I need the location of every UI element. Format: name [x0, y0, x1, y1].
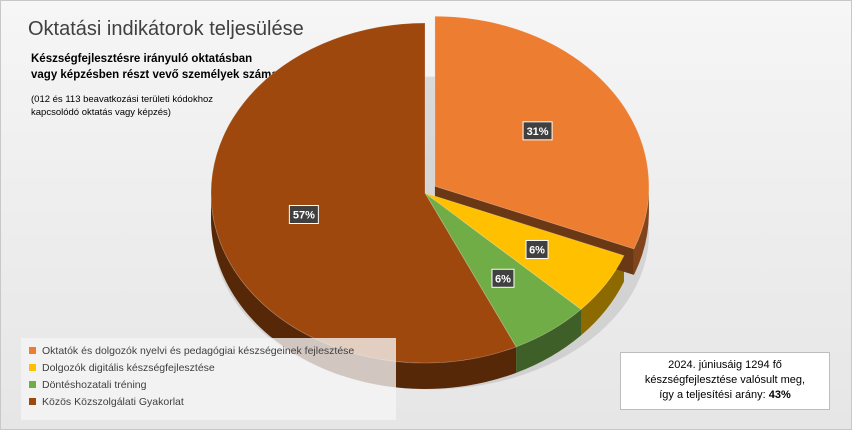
pie-slice-1: [424, 192, 625, 310]
legend-swatch-1: [29, 364, 36, 371]
legend-item: Oktatók és dolgozók nyelvi és pedagógiai…: [21, 342, 396, 359]
legend-swatch-3: [29, 398, 36, 405]
pie-slice-3: [210, 22, 517, 364]
chart-subtitle: Készségfejlesztésre irányuló oktatásban …: [31, 53, 278, 81]
summary-line: 2024. júniusáig 1294 fő: [668, 359, 782, 371]
data-label-box-0: [522, 121, 553, 141]
legend-label: Közös Közszolgálati Gyakorlat: [42, 395, 184, 408]
pie-side-2: [516, 309, 581, 373]
data-label-1: 6%: [529, 244, 545, 256]
summary-line: így a teljesítési arány: 43%: [621, 388, 829, 403]
data-label-0: 31%: [527, 126, 549, 138]
legend-label: Oktatók és dolgozók nyelvi és pedagógiai…: [42, 344, 355, 357]
legend-swatch-0: [29, 347, 36, 354]
legend-item: Dolgozók digitális készségfejlesztése: [21, 359, 396, 376]
data-label-2: 6%: [495, 273, 511, 285]
legend-label: Dolgozók digitális készségfejlesztése: [42, 361, 215, 374]
completion-rate: 43%: [768, 389, 791, 401]
legend-swatch-2: [29, 381, 36, 388]
summary-box: 2024. júniusáig 1294 fő készségfejleszté…: [620, 352, 830, 410]
legend-item: Közös Közszolgálati Gyakorlat: [21, 393, 396, 410]
data-label-box-3: [288, 205, 319, 225]
chart-title: Oktatási indikátorok teljesülése: [28, 18, 304, 40]
legend-label: Döntéshozatali tréning: [42, 378, 147, 391]
summary-line: készségfejlesztése valósult meg,: [644, 374, 806, 386]
summary-text: így a teljesítési arány:: [659, 389, 769, 401]
pie-side-1: [580, 255, 624, 336]
legend-item: Döntéshozatali tréning: [21, 376, 396, 393]
chart-note: (012 és 113 beavatkozási területi kódokh…: [31, 94, 214, 118]
data-labels: 31% 6% 6% 57%: [288, 121, 553, 288]
legend: Oktatók és dolgozók nyelvi és pedagógiai…: [21, 338, 396, 420]
data-label-box-1: [525, 239, 549, 259]
data-label-box-2: [491, 268, 515, 288]
pie-side-0: [633, 186, 649, 275]
data-label-3: 57%: [293, 210, 315, 222]
